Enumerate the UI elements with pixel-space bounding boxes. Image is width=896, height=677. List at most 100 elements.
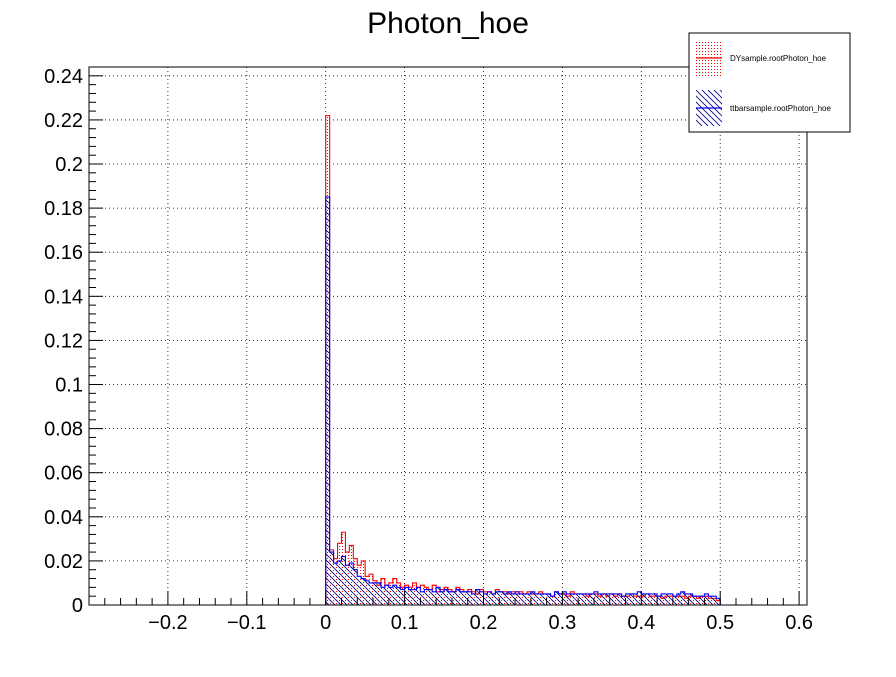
plot-frame: [88, 66, 808, 606]
histogram-bar: [629, 593, 634, 605]
histogram-bar: [609, 593, 614, 605]
histogram-bar: [601, 593, 606, 605]
histogram-bar: [487, 591, 492, 605]
histogram-bar: [507, 591, 512, 605]
histogram-bar: [542, 593, 547, 605]
histogram-bar: [574, 593, 579, 605]
histogram-bar: [341, 556, 346, 605]
histogram-bar: [467, 591, 472, 605]
histogram-bar: [657, 596, 662, 605]
histogram-bar: [408, 589, 413, 605]
histogram-bar: [337, 560, 342, 605]
y-tick-label: 0.24: [44, 66, 83, 88]
histogram-bar: [380, 587, 385, 605]
histogram-bar: [593, 591, 598, 605]
histogram-bar: [653, 593, 658, 605]
histogram-bar: [676, 593, 681, 605]
histogram-bar: [680, 591, 685, 605]
histogram-bar: [499, 591, 504, 605]
histogram-bar: [641, 593, 646, 605]
histogram-bar: [495, 591, 500, 605]
histogram-bar: [373, 582, 377, 605]
histogram-bar: [554, 591, 559, 605]
histogram-bar: [365, 580, 370, 605]
x-tick-label: 0.1: [391, 612, 419, 634]
histogram-bar: [432, 591, 437, 605]
x-tick-label: 0.6: [785, 612, 813, 634]
histogram-bar: [519, 593, 523, 605]
histogram-bar: [440, 591, 445, 605]
series-1: [89, 196, 807, 605]
histogram-bar: [526, 593, 531, 605]
histogram-bar: [562, 591, 567, 605]
series-group: [89, 114, 807, 605]
histogram-bar: [582, 593, 587, 605]
histogram-bar: [716, 598, 721, 605]
y-tick-label: 0.12: [44, 330, 83, 352]
histogram-bar: [570, 593, 575, 605]
histogram-bar: [515, 591, 520, 605]
histogram-bar: [566, 593, 571, 605]
histogram-bar: [444, 589, 448, 605]
histogram-bar: [420, 591, 425, 605]
y-tick-label: 0.2: [55, 154, 83, 176]
histogram-bar: [590, 593, 594, 605]
axes: 0 0.02 0.04 0.06 0.08 0.1 0.12 0.14 0.16 0.18 0.2 0…: [44, 66, 813, 634]
histogram-bar: [396, 587, 401, 605]
x-tick-label: 0.3: [549, 612, 577, 634]
histogram-bar: [428, 589, 433, 605]
histogram-bar: [684, 593, 689, 605]
histogram-bar: [479, 591, 484, 605]
histogram-bar: [376, 582, 381, 605]
y-tick-label: 0.16: [44, 242, 83, 264]
y-tick-label: 0.04: [44, 507, 83, 529]
histogram-bar: [550, 596, 555, 605]
histogram-bar: [333, 563, 338, 605]
histogram-bar: [661, 593, 665, 605]
histogram-bar: [463, 591, 468, 605]
x-tick-label: −0.2: [148, 612, 187, 634]
legend: DYsample.rootPhoton_hoe ttbarsample.root…: [688, 32, 851, 133]
y-tick-label: 0.14: [44, 286, 83, 308]
histogram-bar: [436, 587, 441, 605]
histogram-bar: [597, 593, 602, 605]
grid: [89, 67, 807, 606]
histogram-bar: [668, 593, 673, 605]
histogram-bar: [688, 593, 693, 605]
histogram-bar: [664, 593, 669, 605]
histogram-bar: [412, 589, 417, 605]
histogram-bar: [329, 552, 334, 605]
y-tick-label: 0: [72, 595, 83, 617]
histogram-bar: [645, 593, 650, 605]
y-tick-label: 0.02: [44, 551, 83, 573]
histogram-bar: [369, 582, 374, 605]
histogram-bar: [325, 197, 330, 605]
y-tick-label: 0.06: [44, 463, 83, 485]
histogram-bar: [483, 593, 488, 605]
x-tick-label: 0: [320, 612, 331, 634]
histogram-bar: [455, 589, 460, 605]
histogram-bar: [649, 593, 654, 605]
x-tick-label: 0.4: [627, 612, 655, 634]
x-tick-label: −0.1: [227, 612, 266, 634]
histogram-bar: [404, 587, 409, 605]
histogram-bar: [605, 593, 610, 605]
y-tick-label: 0.08: [44, 419, 83, 441]
histogram-bar: [416, 587, 421, 605]
histogram-bar: [625, 593, 630, 605]
histogram-bar: [471, 593, 476, 605]
histogram-bar: [349, 563, 354, 605]
histogram-bar: [388, 587, 393, 605]
histogram-bar: [558, 593, 563, 605]
histogram-bar: [392, 585, 397, 605]
histogram-bar: [637, 591, 642, 605]
histogram-bar: [357, 576, 362, 605]
histogram-bar: [708, 596, 713, 605]
histogram-bar: [613, 593, 618, 605]
histogram-bar: [451, 591, 456, 605]
histogram-bar: [475, 589, 480, 605]
histogram-bar: [546, 593, 551, 605]
histogram-bar: [459, 591, 464, 605]
